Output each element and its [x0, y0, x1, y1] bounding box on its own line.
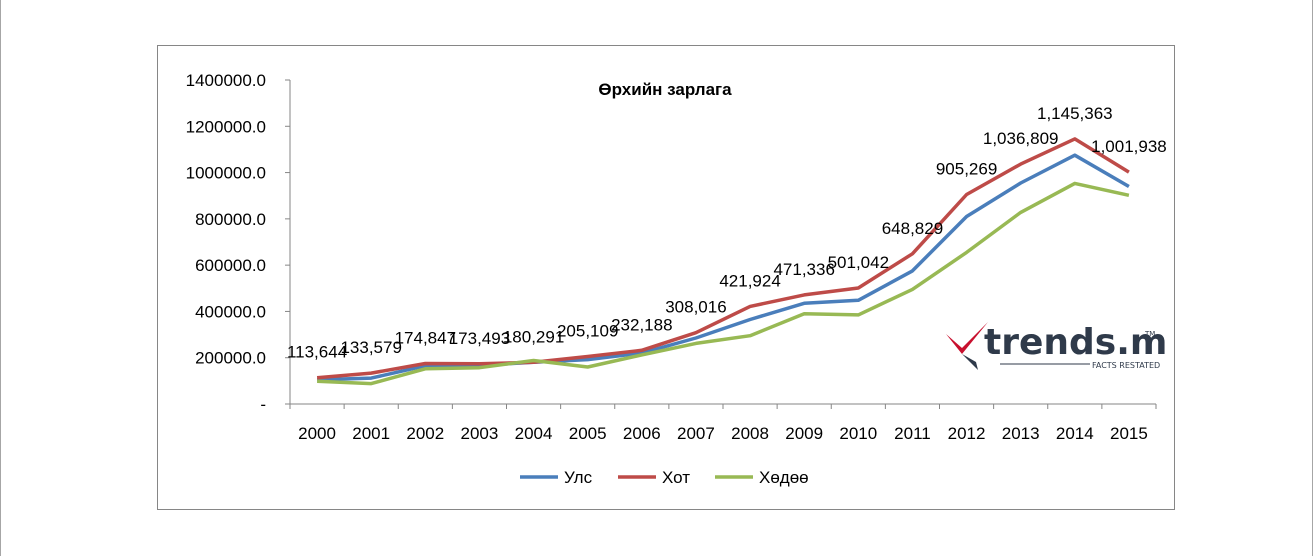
series-lines: [316, 137, 1130, 386]
x-tick-label: 2012: [948, 424, 986, 443]
trends-logo: trends.mn TM FACTS RESTATED: [940, 318, 1165, 378]
series-line-1: [317, 153, 1130, 382]
y-tick-label: -: [260, 395, 266, 414]
checkmark-icon: [946, 322, 988, 354]
y-tick-label: 600000.0: [195, 256, 266, 275]
data-label: 471,336: [773, 260, 834, 279]
x-tick-label: 2007: [677, 424, 715, 443]
legend-label: Хөдөө: [759, 468, 809, 487]
data-label: 1,001,938: [1091, 137, 1167, 156]
data-label: 205,109: [557, 322, 618, 341]
x-tick-label: 2015: [1110, 424, 1148, 443]
data-label: 1,036,809: [983, 129, 1059, 148]
y-tick-label: 800000.0: [195, 210, 266, 229]
logo-tagline: FACTS RESTATED: [1092, 361, 1160, 370]
axes: - 200000.0 400000.0 600000.0 800000.0 1000000…: [186, 71, 1157, 443]
data-label: 113,644: [287, 343, 347, 362]
data-label: 180,291: [503, 327, 564, 346]
x-tick-label: 2008: [731, 424, 769, 443]
legend: Улс Хот Хөдөө: [520, 468, 809, 487]
y-tick-label: 1200000.0: [186, 117, 266, 136]
y-tick-label: 1000000.0: [186, 164, 266, 183]
x-tick-label: 2009: [785, 424, 823, 443]
x-tick-label: 2014: [1056, 424, 1094, 443]
x-tick-label: 2006: [623, 424, 661, 443]
data-label: 501,042: [828, 253, 889, 272]
logo-tm: TM: [1144, 330, 1155, 338]
data-label: 648,829: [882, 219, 943, 238]
y-tick-label: 200000.0: [195, 349, 266, 368]
data-label: 905,269: [936, 159, 997, 178]
y-tick-label: 400000.0: [195, 302, 266, 321]
series-line-3: [317, 181, 1130, 386]
data-label: 174,847: [395, 329, 456, 348]
x-tick-label: 2000: [298, 424, 336, 443]
data-labels: 113,644133,579174,847173,493180,291205,1…: [287, 104, 1167, 362]
chart-title: Өрхийн зарлага: [598, 80, 732, 99]
data-label: 173,493: [449, 329, 510, 348]
data-label: 232,188: [611, 315, 672, 334]
x-tick-label: 2005: [569, 424, 607, 443]
chart-frame: [157, 45, 1175, 510]
y-tick-label: 1400000.0: [186, 71, 266, 90]
x-tick-label: 2010: [839, 424, 877, 443]
x-tick-label: 2001: [352, 424, 390, 443]
x-tick-label: 2003: [461, 424, 499, 443]
x-tick-label: 2002: [406, 424, 444, 443]
data-label: 421,924: [719, 271, 780, 290]
legend-label: Улс: [564, 468, 593, 487]
data-label: 308,016: [665, 298, 726, 317]
x-tick-label: 2004: [515, 424, 553, 443]
data-label: 133,579: [340, 338, 401, 357]
data-label: 1,145,363: [1037, 104, 1113, 123]
x-tick-label: 2013: [1002, 424, 1040, 443]
x-tick-label: 2011: [894, 424, 931, 443]
logo-text: trends.mn: [984, 322, 1165, 363]
series-line-2: [316, 137, 1130, 380]
legend-label: Хот: [662, 468, 690, 487]
